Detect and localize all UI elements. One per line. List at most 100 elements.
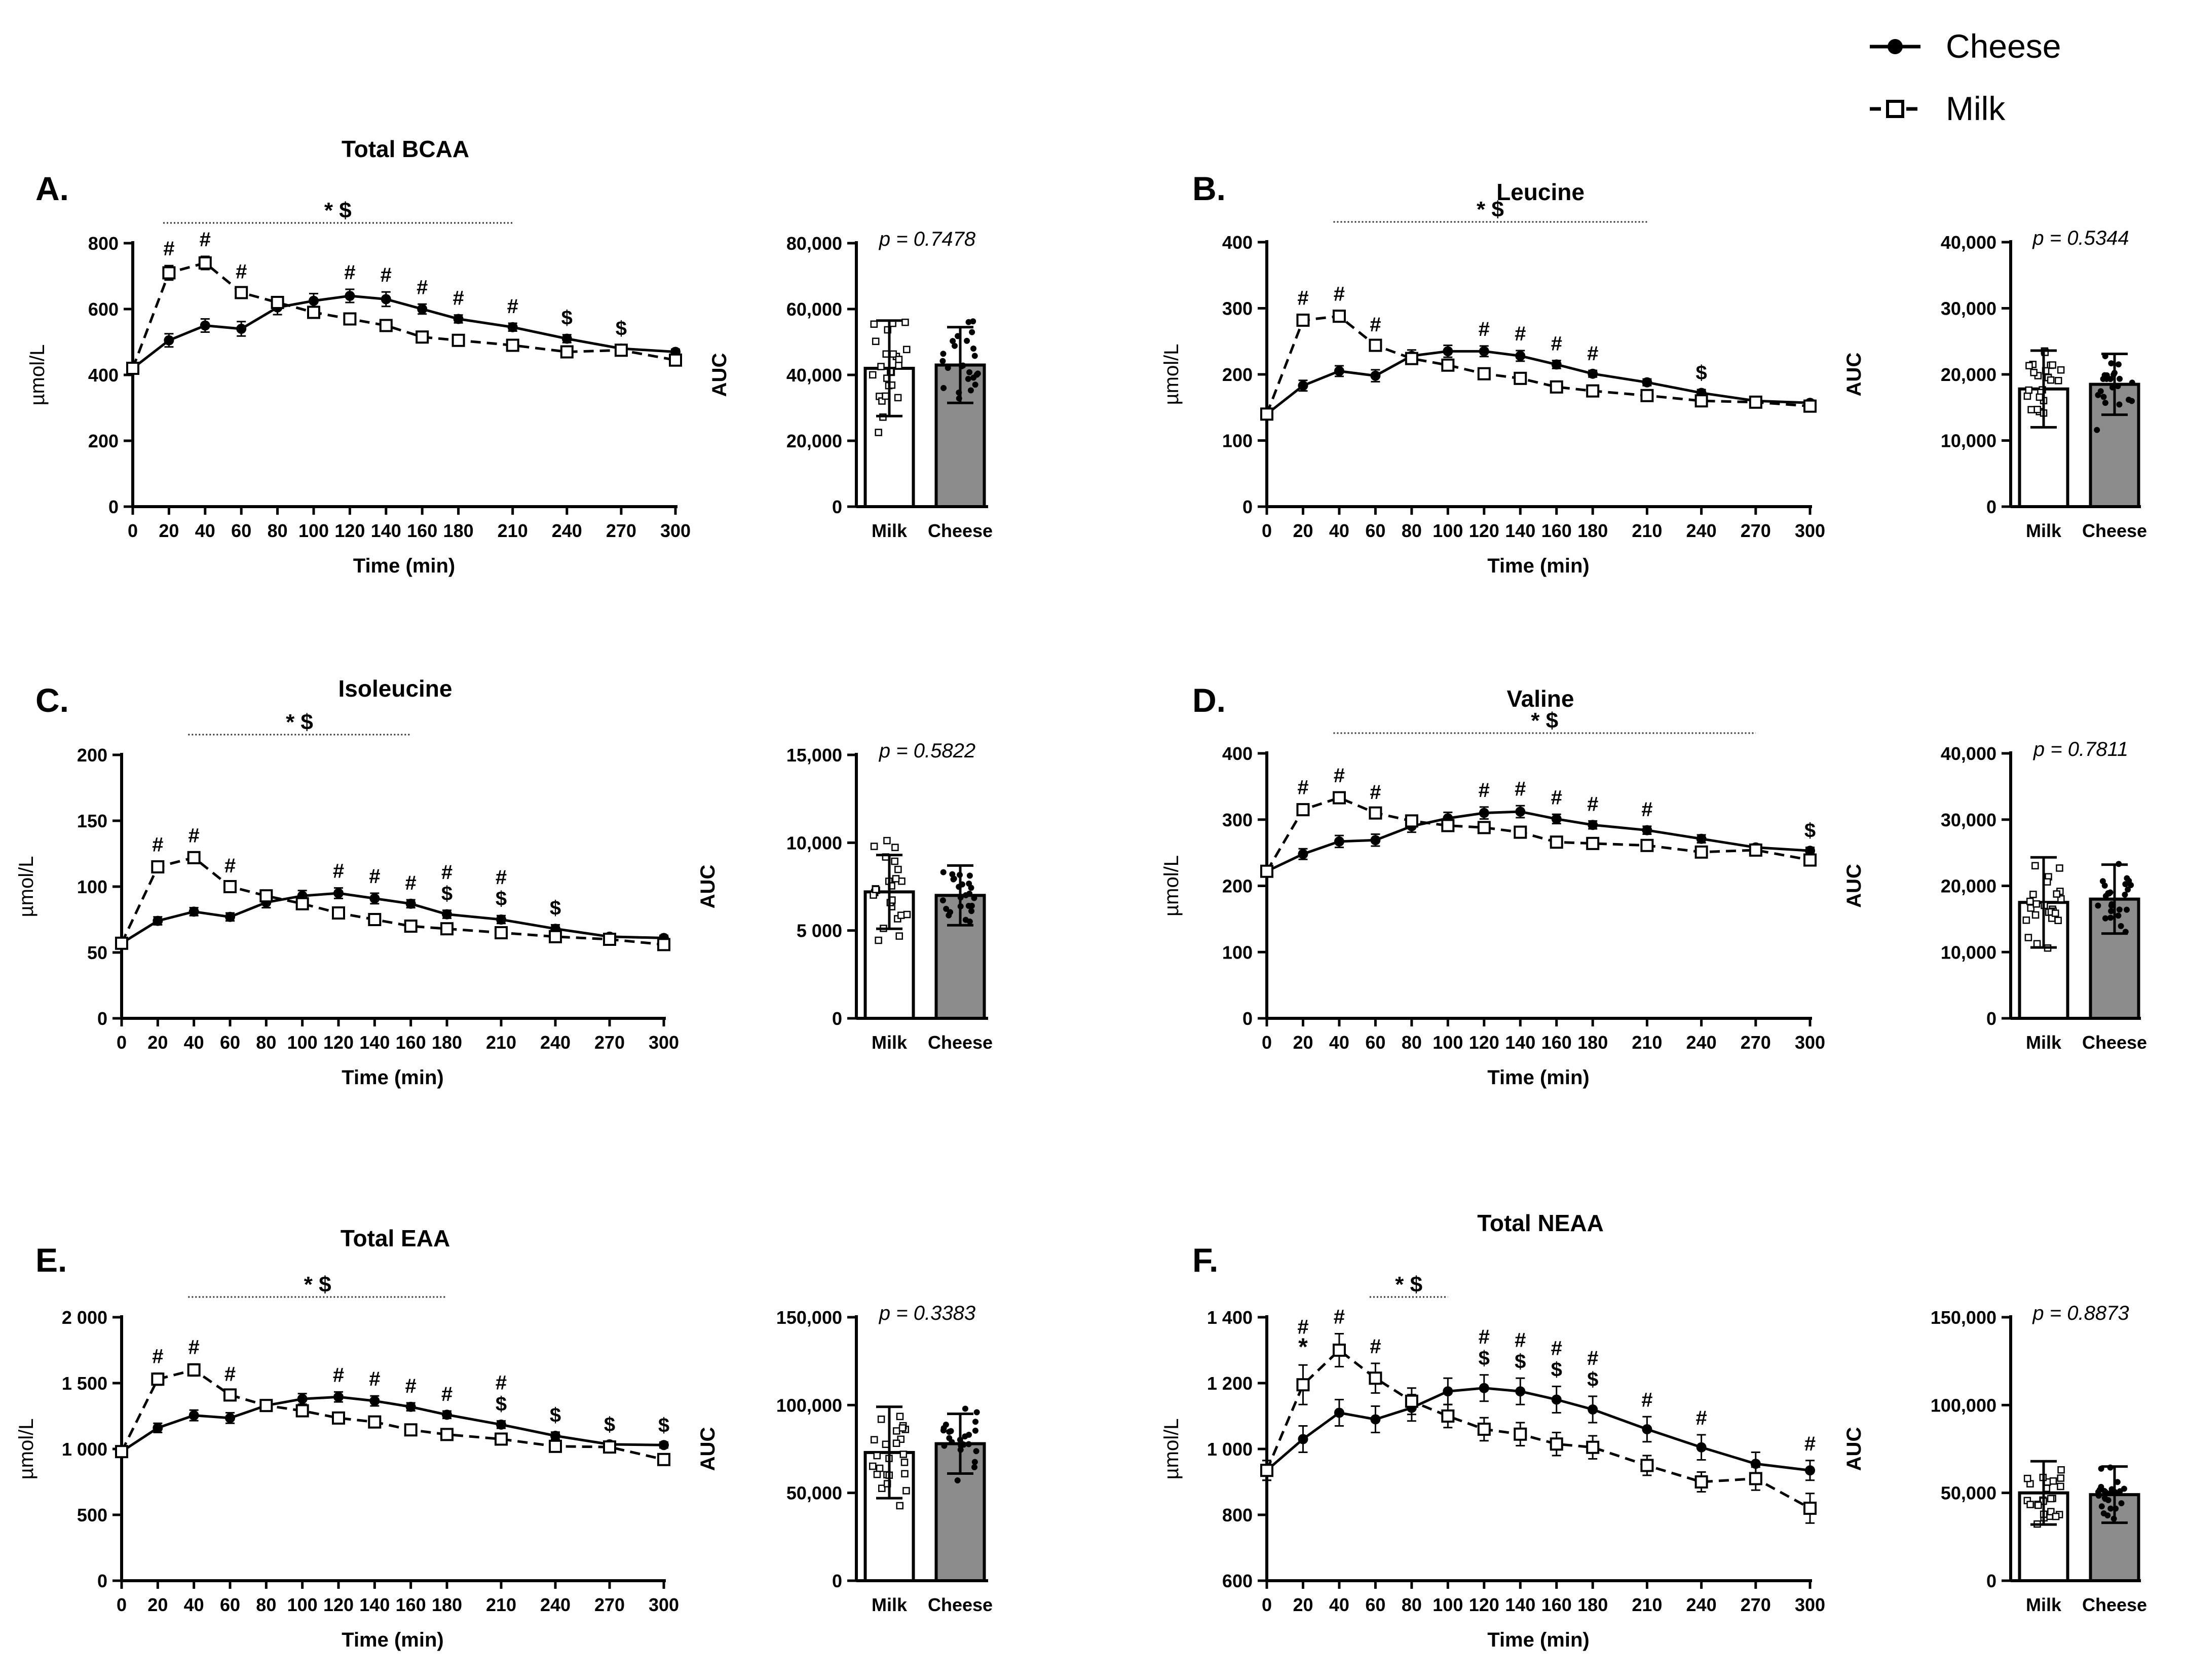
y-tick-label: 50 (87, 942, 107, 963)
significance-marker: # (1370, 314, 1381, 336)
auc-point-cheese (968, 908, 975, 914)
auc-y-tick-label: 50,000 (786, 1483, 842, 1504)
significance-label: * $ (1531, 708, 1558, 733)
data-point-cheese (1334, 836, 1344, 847)
x-tick-label: 160 (407, 520, 437, 541)
auc-y-tick-label: 40,000 (786, 365, 842, 386)
significance-marker: # (1551, 1338, 1562, 1360)
significance-marker: # (236, 261, 247, 283)
auc-point-milk (2029, 891, 2037, 898)
panel-letter: C. (35, 681, 69, 719)
x-tick-label: 60 (1365, 1594, 1385, 1615)
x-tick-label: 20 (159, 520, 179, 541)
x-tick-label: 120 (334, 520, 365, 541)
auc-point-cheese (2117, 1488, 2123, 1495)
auc-bar-chart: 0 50,000 100,000 150,000 AUC p = 0.8873 Milk Ch… (1843, 1302, 2147, 1615)
auc-point-milk (2031, 862, 2039, 870)
x-tick-label: 270 (606, 520, 636, 541)
x-tick-label: 270 (1741, 520, 1771, 541)
auc-point-milk (891, 844, 899, 851)
series-line-milk (120, 1368, 664, 1461)
y-tick-label: 1 000 (1207, 1439, 1253, 1460)
x-tick-label: 270 (594, 1594, 625, 1615)
x-tick-label: 270 (1741, 1032, 1771, 1053)
data-point-milk (1640, 389, 1654, 402)
data-point-cheese (333, 1392, 344, 1402)
significance-marker: $ (604, 1414, 615, 1436)
data-point-milk (416, 330, 429, 344)
data-point-milk (1640, 838, 1654, 852)
y-tick-label: 100 (1222, 942, 1253, 963)
data-point-cheese (1588, 1404, 1598, 1415)
data-point-milk (1332, 791, 1346, 805)
data-point-milk (307, 306, 320, 319)
significance-label: * $ (286, 710, 313, 735)
auc-point-cheese (2126, 877, 2132, 884)
x-tick-label: 60 (231, 520, 251, 541)
significance-marker: # (189, 824, 200, 847)
significance-marker: # (152, 834, 163, 856)
y-tick-label: 600 (88, 299, 119, 320)
x-tick-label: 140 (359, 1032, 390, 1053)
significance-label: * $ (1395, 1272, 1422, 1297)
auc-point-cheese (946, 1435, 953, 1441)
auc-point-cheese (2108, 360, 2115, 367)
x-tick-label: 100 (1433, 1594, 1463, 1615)
x-tick-label: 160 (1541, 520, 1572, 541)
auc-point-cheese (2108, 908, 2115, 914)
data-point-milk (1332, 310, 1346, 323)
data-point-milk (1694, 394, 1708, 408)
significance-marker: # (224, 855, 236, 877)
auc-y-tick-label: 10,000 (1941, 431, 1996, 451)
auc-point-cheese (971, 1459, 978, 1465)
auc-y-tick-label: 0 (1986, 1571, 1996, 1591)
auc-x-tick-label: Cheese (928, 1594, 993, 1615)
auc-point-milk (902, 1487, 910, 1495)
data-point-milk (404, 920, 418, 933)
panel-title: Leucine (1496, 179, 1585, 205)
x-tick-label: 80 (256, 1594, 276, 1615)
y-tick-label: 100 (1222, 431, 1253, 451)
x-axis-label: Time (min) (1487, 555, 1590, 577)
data-point-milk (162, 266, 176, 280)
x-tick-label: 120 (323, 1594, 354, 1615)
auc-point-milk (896, 1412, 904, 1421)
auc-point-cheese (2100, 394, 2107, 400)
y-tick-label: 600 (1222, 1571, 1253, 1591)
x-tick-label: 300 (649, 1594, 679, 1615)
significance-marker: # (1641, 1389, 1652, 1411)
auc-point-cheese (960, 1441, 967, 1448)
data-point-milk (549, 930, 562, 943)
x-tick-label: 100 (287, 1032, 318, 1053)
y-axis-label: µmol/L (1160, 344, 1183, 405)
significance-marker: # (441, 861, 453, 884)
data-point-milk (115, 1445, 128, 1459)
x-tick-label: 160 (396, 1594, 426, 1615)
panel-letter: F. (1192, 1241, 1218, 1279)
data-point-cheese (496, 1419, 506, 1430)
data-point-milk (1749, 1472, 1762, 1485)
y-axis-label: µmol/L (15, 856, 37, 918)
auc-point-milk (892, 1439, 900, 1447)
auc-point-cheese (973, 1448, 979, 1455)
significance-marker: $ (496, 888, 507, 910)
auc-point-cheese (2126, 396, 2132, 403)
auc-point-milk (2034, 1501, 2042, 1509)
auc-point-cheese (940, 869, 947, 875)
panel-letter: B. (1192, 170, 1226, 207)
y-tick-label: 300 (1222, 298, 1253, 319)
auc-point-cheese (2100, 1510, 2107, 1517)
significance-marker: $ (550, 1404, 561, 1427)
data-point-cheese (1551, 1394, 1562, 1405)
auc-bar-chart: 0 5 000 10,000 15,000 AUC p = 0.5822 Milk Chees… (697, 740, 993, 1053)
auc-point-milk (875, 429, 882, 436)
significance-marker: # (1297, 1316, 1308, 1338)
auc-point-cheese (973, 1409, 980, 1416)
data-point-milk (1514, 825, 1527, 839)
data-point-cheese (442, 909, 452, 920)
significance-marker: # (496, 866, 507, 889)
y-tick-label: 1 400 (1207, 1307, 1253, 1328)
auc-point-milk (895, 356, 903, 363)
data-point-cheese (659, 1440, 669, 1450)
auc-point-cheese (954, 1477, 961, 1484)
